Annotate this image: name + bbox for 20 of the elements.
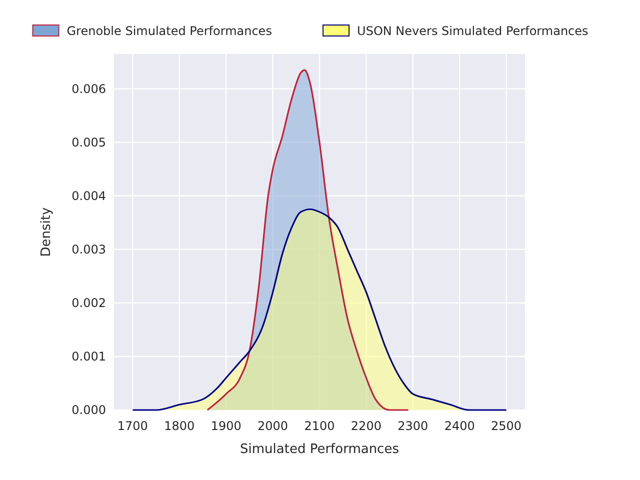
- x-tick-label: 1800: [164, 419, 195, 433]
- legend-label: Grenoble Simulated Performances: [66, 24, 272, 38]
- x-tick-label: 2300: [398, 419, 428, 433]
- y-tick-label: 0.004: [72, 188, 106, 203]
- x-tick-label: 2500: [491, 419, 522, 433]
- y-tick-label: 0.002: [72, 296, 106, 310]
- x-tick-label: 2200: [350, 419, 382, 433]
- x-tick-label: 2400: [444, 419, 475, 433]
- y-tick-label: 0.000: [72, 403, 106, 417]
- y-tick-label: 0.001: [72, 349, 106, 364]
- x-tick-label: 2100: [304, 419, 335, 433]
- y-axis-title: Density: [39, 206, 54, 257]
- x-tick-label: 1700: [117, 419, 148, 433]
- y-tick-label: 0.006: [72, 82, 106, 96]
- y-tick-label: 0.005: [72, 135, 106, 150]
- x-axis-title: Simulated Performances: [240, 442, 400, 457]
- legend-label: USON Nevers Simulated Performances: [357, 24, 588, 38]
- y-tick-label: 0.003: [72, 242, 106, 256]
- x-tick-label: 2000: [258, 419, 288, 433]
- x-tick-label: 1900: [210, 419, 242, 433]
